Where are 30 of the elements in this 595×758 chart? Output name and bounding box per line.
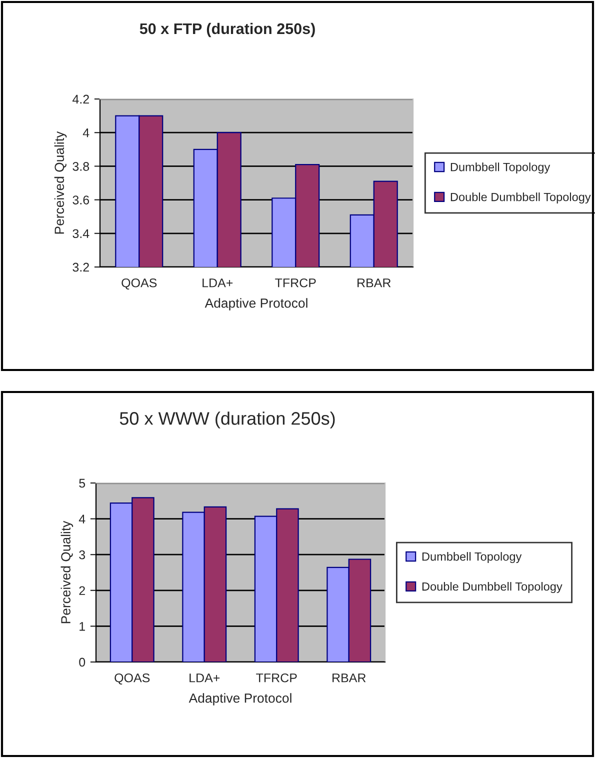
y-tick-label: 4 [82, 128, 90, 138]
x-tick-label: RBAR [358, 278, 391, 288]
x-tick-label: QOAS [122, 278, 157, 290]
y-tick-label: 4 [78, 514, 86, 524]
y-tick-label: 2 [79, 586, 85, 595]
legend-label: Dumbbell Topology [422, 552, 522, 564]
x-tick-label: LDA+ [202, 278, 233, 288]
y-tick-label: 5 [79, 478, 86, 488]
y-tick-label: 4.2 [72, 94, 89, 104]
y-tick-label: 3.4 [72, 229, 90, 238]
x-tick-label: LDA+ [190, 674, 220, 682]
chart-title: 50 x WWW (duration 250s) [120, 412, 335, 428]
legend-label: Double Dumbbell Topology [422, 582, 562, 594]
x-tick-label: TFRCP [275, 278, 316, 288]
y-axis-title: Perceived Quality [60, 520, 74, 624]
y-tick-label: 3 [79, 550, 86, 560]
y-tick-label: 0 [79, 658, 86, 667]
x-axis-title: Adaptive Protocol [188, 693, 292, 706]
y-axis-title: Perceived Quality [54, 131, 67, 234]
chart-title: 50 x FTP (duration 250s) [140, 22, 315, 38]
y-tick-label: 3.2 [72, 262, 89, 272]
legend-label: Double Dumbbell Topology [450, 192, 591, 204]
x-axis-title: Adaptive Protocol [204, 298, 308, 310]
x-tick-label: RBAR [332, 674, 366, 682]
y-tick-label: 3.6 [72, 196, 90, 204]
x-tick-label: QOAS [114, 673, 150, 685]
x-tick-label: TFRCP [256, 673, 297, 682]
legend-label: Dumbbell Topology [450, 162, 550, 174]
y-tick-label: 3.8 [72, 162, 90, 171]
y-tick-label: 1 [80, 622, 85, 631]
